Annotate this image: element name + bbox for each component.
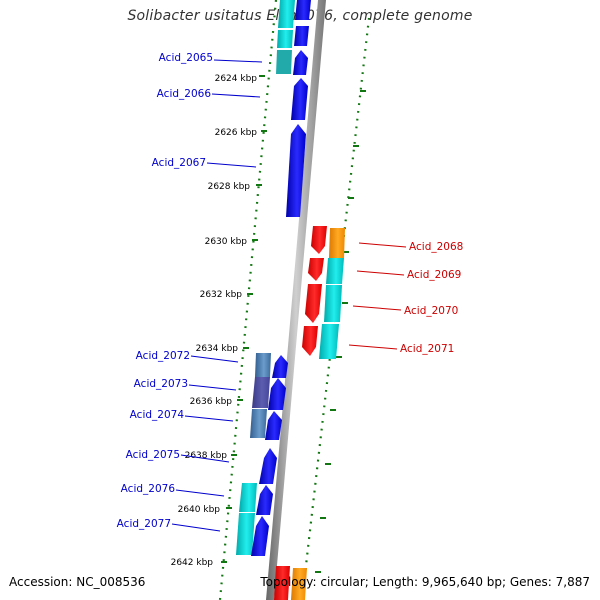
genome-backbone [266, 0, 326, 600]
tick-label-2638: 2638 kbp [185, 451, 228, 461]
forward-gene-labels: Acid_2065 Acid_2066 Acid_2067 Acid_2072 … [117, 52, 213, 530]
gene-label-acid-2076[interactable]: Acid_2076 [121, 483, 176, 495]
gene-label-acid-2077[interactable]: Acid_2077 [117, 518, 171, 530]
reverse-strand-features [274, 226, 345, 600]
gene-label-acid-2067[interactable]: Acid_2067 [152, 157, 206, 169]
gene-label-acid-2070[interactable]: Acid_2070 [404, 305, 458, 317]
gene-label-acid-2073[interactable]: Acid_2073 [134, 378, 188, 390]
tick-label-2642: 2642 kbp [171, 558, 214, 568]
gene-arrow-acid-2067[interactable] [286, 124, 306, 217]
gene-arrow-acid-2073[interactable] [268, 378, 286, 410]
tick-label-2630: 2630 kbp [205, 237, 248, 247]
cds-block-top-cyan[interactable] [278, 0, 295, 28]
tick-label-2626: 2626 kbp [215, 128, 258, 138]
forward-label-leaders [171, 59, 263, 532]
right-scale-ticks [315, 90, 366, 573]
tick-label-2640: 2640 kbp [178, 505, 221, 515]
gene-arrow-acid-2070[interactable] [305, 284, 322, 323]
gene-arrow-acid-2065b[interactable] [293, 50, 308, 75]
cds-block-acid-2068[interactable] [329, 228, 345, 258]
gene-arrow-acid-2071[interactable] [302, 326, 318, 356]
tick-label-2632: 2632 kbp [200, 290, 243, 300]
gene-arrow-top-forward[interactable] [295, 0, 311, 20]
tick-label-2636: 2636 kbp [190, 397, 233, 407]
gene-label-acid-2069[interactable]: Acid_2069 [407, 269, 461, 281]
gene-arrow-acid-2069[interactable] [308, 258, 324, 281]
tick-label-2624: 2624 kbp [215, 74, 258, 84]
cds-block-acid-2065[interactable] [277, 30, 293, 48]
gene-arrow-acid-2075[interactable] [259, 448, 277, 484]
gene-arrow-acid-2074[interactable] [265, 411, 282, 440]
cds-block-acid-2072[interactable] [255, 353, 271, 377]
cds-block-acid-2065b[interactable] [276, 50, 292, 74]
gene-arrow-acid-2077[interactable] [251, 516, 269, 556]
gene-label-acid-2075[interactable]: Acid_2075 [126, 449, 180, 461]
gene-arrow-acid-2076[interactable] [256, 485, 273, 515]
cds-block-acid-2073[interactable] [252, 377, 270, 408]
gene-arrow-bottom-reverse[interactable] [274, 566, 290, 600]
cds-block-acid-2076[interactable] [239, 483, 257, 512]
gene-label-acid-2066[interactable]: Acid_2066 [157, 88, 212, 100]
reverse-label-leaders [348, 242, 407, 350]
gene-label-acid-2071[interactable]: Acid_2071 [400, 343, 454, 355]
cds-block-acid-2071[interactable] [319, 324, 339, 359]
cds-block-acid-2077[interactable] [236, 513, 255, 555]
gene-arrow-acid-2068[interactable] [311, 226, 327, 254]
cds-block-acid-2069[interactable] [326, 258, 344, 284]
reverse-gene-labels: Acid_2068 Acid_2069 Acid_2070 Acid_2071 [400, 241, 463, 355]
cds-block-acid-2074[interactable] [250, 409, 267, 438]
gene-label-acid-2065[interactable]: Acid_2065 [159, 52, 213, 64]
cds-block-acid-2070[interactable] [324, 285, 342, 322]
topology-text: Topology: circular; Length: 9,965,640 bp… [260, 575, 590, 589]
gene-label-acid-2072[interactable]: Acid_2072 [136, 350, 190, 362]
kbp-scale: 2624 kbp 2626 kbp 2628 kbp 2630 kbp 2632… [171, 74, 267, 568]
gene-arrow-acid-2065a[interactable] [294, 26, 309, 46]
gene-arrow-acid-2072[interactable] [272, 355, 288, 378]
tick-label-2628: 2628 kbp [208, 182, 251, 192]
gene-label-acid-2068[interactable]: Acid_2068 [409, 241, 463, 253]
cds-block-bottom-orange[interactable] [291, 568, 307, 600]
gene-label-acid-2074[interactable]: Acid_2074 [130, 409, 185, 421]
forward-strand-features [236, 0, 311, 556]
tick-label-2634: 2634 kbp [196, 344, 239, 354]
gene-arrow-acid-2066[interactable] [291, 78, 308, 120]
accession-text: Accession: NC_008536 [9, 575, 146, 589]
